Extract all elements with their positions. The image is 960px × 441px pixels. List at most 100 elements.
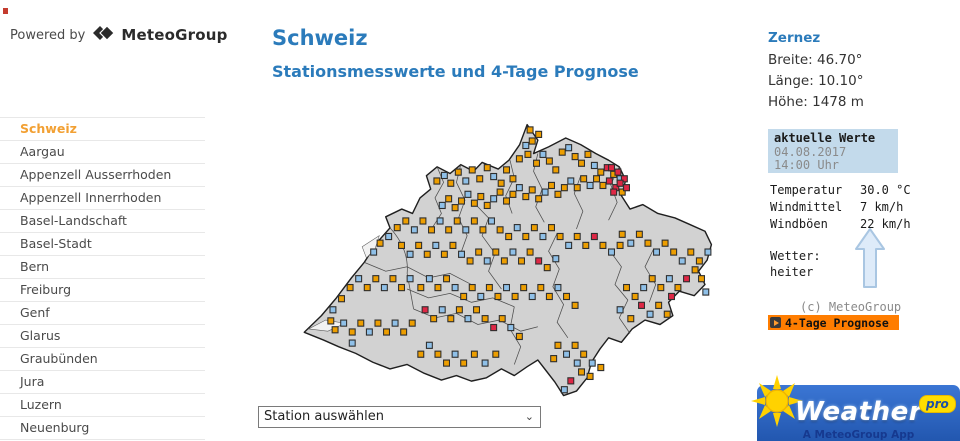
- station-marker[interactable]: [665, 275, 673, 283]
- station-marker[interactable]: [565, 241, 573, 250]
- station-marker[interactable]: [548, 224, 555, 232]
- station-marker[interactable]: [599, 241, 607, 250]
- station-marker[interactable]: [466, 257, 474, 265]
- station-marker[interactable]: [648, 275, 656, 283]
- station-marker[interactable]: [528, 137, 536, 145]
- station-marker[interactable]: [623, 283, 630, 292]
- station-marker[interactable]: [376, 239, 384, 247]
- station-marker[interactable]: [391, 319, 399, 327]
- sidebar-item-appenzell-innerrhoden[interactable]: Appenzell Innerrhoden: [0, 186, 205, 209]
- station-marker[interactable]: [496, 226, 504, 234]
- station-marker[interactable]: [470, 217, 478, 225]
- station-marker[interactable]: [605, 177, 613, 185]
- station-marker[interactable]: [545, 157, 553, 165]
- station-marker[interactable]: [434, 283, 442, 292]
- station-marker[interactable]: [644, 239, 652, 247]
- station-marker[interactable]: [509, 175, 517, 183]
- station-marker[interactable]: [494, 292, 502, 301]
- station-marker[interactable]: [468, 166, 476, 174]
- station-marker[interactable]: [481, 359, 489, 367]
- station-marker[interactable]: [687, 248, 695, 256]
- station-marker[interactable]: [560, 184, 568, 192]
- station-marker[interactable]: [548, 181, 555, 190]
- station-marker[interactable]: [646, 310, 654, 318]
- station-marker[interactable]: [355, 275, 363, 283]
- station-marker[interactable]: [522, 232, 530, 241]
- sidebar-item-appenzell-ausserrhoden[interactable]: Appenzell Ausserrhoden: [0, 163, 205, 186]
- powered-by-brand[interactable]: Powered by MeteoGroup: [10, 24, 228, 46]
- sidebar-item-neuenburg[interactable]: Neuenburg: [0, 416, 205, 440]
- sidebar-item-luzern[interactable]: Luzern: [0, 393, 205, 416]
- sidebar-item-schweiz[interactable]: Schweiz: [0, 117, 205, 140]
- station-marker[interactable]: [365, 328, 373, 336]
- station-marker[interactable]: [476, 175, 484, 183]
- station-marker[interactable]: [554, 190, 562, 198]
- station-marker[interactable]: [535, 130, 543, 138]
- station-marker[interactable]: [454, 168, 462, 176]
- station-marker[interactable]: [425, 341, 433, 349]
- station-marker[interactable]: [593, 175, 600, 183]
- station-marker[interactable]: [640, 283, 648, 292]
- station-marker[interactable]: [423, 250, 431, 258]
- station-marker[interactable]: [433, 177, 441, 185]
- station-marker[interactable]: [425, 275, 433, 283]
- station-marker[interactable]: [509, 190, 517, 198]
- station-marker[interactable]: [618, 188, 626, 196]
- station-marker[interactable]: [620, 175, 628, 183]
- station-marker[interactable]: [410, 226, 418, 234]
- station-marker[interactable]: [503, 166, 510, 174]
- station-marker[interactable]: [668, 292, 675, 301]
- station-marker[interactable]: [698, 275, 705, 283]
- station-marker[interactable]: [586, 181, 594, 190]
- station-marker[interactable]: [443, 359, 450, 367]
- station-marker[interactable]: [380, 283, 388, 292]
- station-marker[interactable]: [372, 275, 380, 283]
- station-marker[interactable]: [419, 217, 427, 225]
- station-marker[interactable]: [522, 192, 530, 201]
- station-marker[interactable]: [447, 315, 455, 323]
- station-marker[interactable]: [421, 306, 429, 314]
- station-marker[interactable]: [670, 248, 678, 256]
- station-marker[interactable]: [340, 319, 348, 327]
- station-marker[interactable]: [627, 315, 635, 323]
- station-marker[interactable]: [485, 283, 493, 292]
- station-marker[interactable]: [393, 224, 401, 232]
- station-marker[interactable]: [563, 350, 570, 358]
- station-marker[interactable]: [653, 248, 660, 256]
- station-marker[interactable]: [520, 283, 528, 292]
- station-marker[interactable]: [455, 306, 463, 314]
- station-marker[interactable]: [597, 168, 605, 176]
- station-marker[interactable]: [631, 292, 639, 301]
- station-select[interactable]: Station auswählen ⌄: [258, 406, 541, 428]
- station-marker[interactable]: [475, 248, 483, 256]
- station-marker[interactable]: [560, 386, 568, 394]
- station-marker[interactable]: [483, 257, 491, 265]
- station-marker[interactable]: [661, 239, 669, 247]
- station-marker[interactable]: [406, 250, 414, 258]
- station-marker[interactable]: [582, 241, 590, 250]
- station-marker[interactable]: [374, 319, 382, 327]
- station-marker[interactable]: [492, 350, 500, 358]
- station-marker[interactable]: [702, 288, 710, 296]
- sidebar-item-basel-landschaft[interactable]: Basel-Landschaft: [0, 209, 205, 232]
- station-marker[interactable]: [492, 248, 500, 256]
- station-marker[interactable]: [447, 179, 455, 187]
- station-marker[interactable]: [451, 283, 459, 292]
- station-marker[interactable]: [683, 275, 690, 283]
- station-marker[interactable]: [590, 232, 598, 241]
- station-marker[interactable]: [565, 144, 573, 152]
- station-marker[interactable]: [528, 292, 536, 301]
- station-marker[interactable]: [627, 239, 635, 247]
- station-marker[interactable]: [691, 266, 699, 274]
- station-marker[interactable]: [464, 190, 472, 198]
- station-marker[interactable]: [550, 355, 558, 363]
- station-marker[interactable]: [428, 226, 435, 234]
- station-marker[interactable]: [526, 248, 534, 256]
- station-marker[interactable]: [539, 232, 547, 241]
- station-marker[interactable]: [704, 248, 712, 256]
- station-marker[interactable]: [449, 241, 457, 250]
- station-marker[interactable]: [481, 315, 489, 323]
- station-marker[interactable]: [584, 150, 592, 158]
- station-marker[interactable]: [616, 241, 624, 250]
- station-marker[interactable]: [541, 188, 549, 196]
